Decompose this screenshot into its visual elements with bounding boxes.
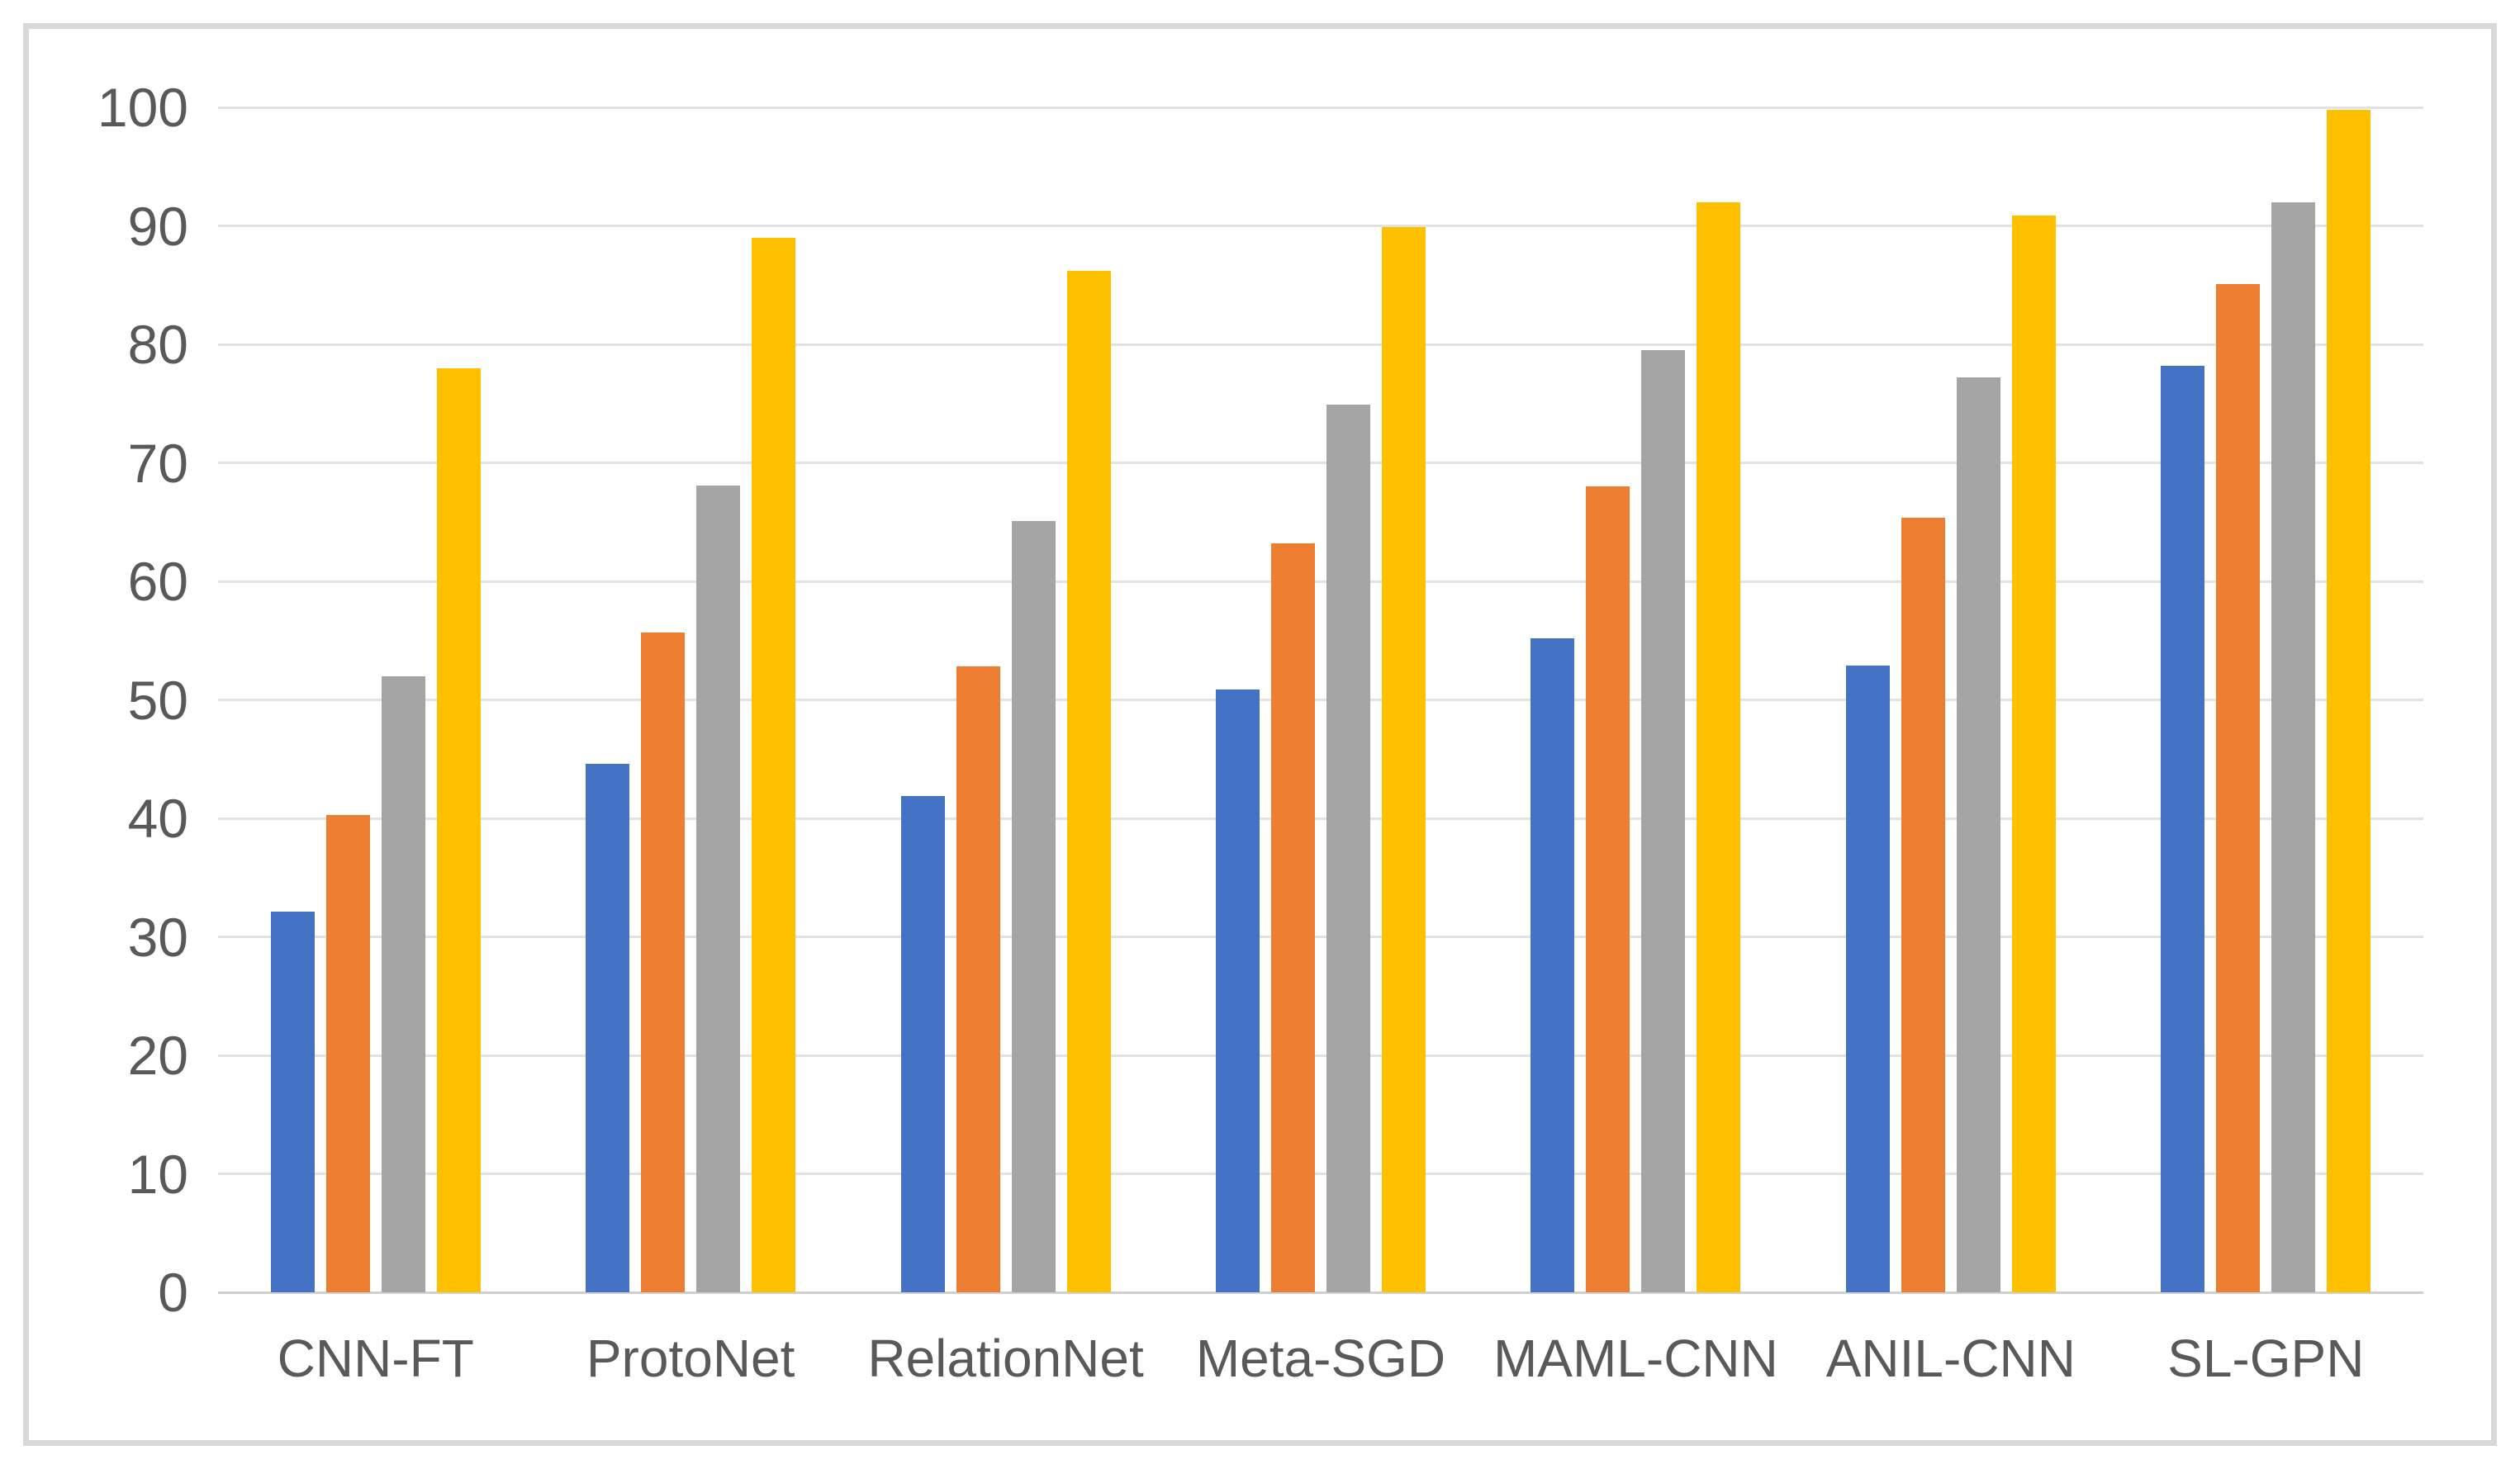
chart-frame [23,23,2497,1446]
gridline [218,343,2423,346]
y-axis-tick-label: 80 [127,314,188,375]
bar-yellow [752,237,796,1292]
plot-area [218,106,2423,1294]
gridline [218,1173,2423,1175]
bar-gray [2271,201,2316,1292]
bar-blue [270,912,315,1292]
y-axis-tick-label: 100 [97,77,188,138]
bar-orange [325,814,370,1292]
y-axis-tick-label: 20 [127,1025,188,1086]
gridline [218,225,2423,227]
bar-gray [1011,520,1056,1292]
y-axis-tick-label: 50 [127,669,188,731]
bar-yellow [1066,271,1111,1292]
bar-group [1845,107,2056,1292]
gridline [218,936,2423,938]
y-axis-tick-label: 60 [127,551,188,612]
x-axis-category-label: Meta-SGD [1195,1329,1446,1388]
bar-group [2161,107,2371,1292]
bar-orange [1271,543,1315,1292]
x-axis-category-label: CNN-FT [277,1329,474,1388]
bar-gray [1956,377,2000,1292]
bar-group [1216,107,1426,1292]
x-axis-category-label: RelationNet [867,1329,1144,1388]
gridline [218,1054,2423,1057]
bar-blue [1531,637,1575,1292]
bar-orange [1901,517,1945,1292]
gridline [218,462,2423,464]
bar-yellow [1697,201,1741,1292]
bar-yellow [1382,226,1426,1292]
bar-blue [1845,665,1890,1292]
bar-blue [900,795,945,1292]
gridline [218,817,2423,820]
bar-orange [1586,486,1630,1292]
gridline [218,580,2423,583]
y-axis-tick-label: 40 [127,788,188,849]
bar-group [1531,107,1741,1292]
bar-blue [1216,689,1260,1292]
x-axis-line [218,1291,2423,1294]
y-axis-tick-label: 0 [158,1262,188,1323]
bar-group [586,107,796,1292]
y-axis-tick-label: 30 [127,906,188,968]
bar-group [900,107,1111,1292]
y-axis-tick-label: 10 [127,1143,188,1205]
y-axis-tick-label: 70 [127,432,188,494]
gridline [218,106,2423,109]
bar-yellow [2327,109,2371,1292]
bar-group [270,107,481,1292]
bar-gray [696,485,741,1292]
gridline [218,699,2423,701]
bar-yellow [2011,215,2056,1292]
bar-gray [1326,405,1370,1292]
bar-orange [641,632,686,1292]
bar-blue [2161,365,2205,1292]
y-axis-tick-label: 90 [127,195,188,257]
bar-gray [1641,350,1686,1292]
bar-orange [2216,283,2261,1292]
bar-yellow [436,367,481,1292]
x-axis-category-label: ANIL-CNN [1825,1329,2076,1388]
x-axis-category-label: SL-GPN [2167,1329,2365,1388]
x-axis-category-label: ProtoNet [586,1329,795,1388]
bar-blue [586,764,630,1292]
bar-orange [956,666,1000,1292]
bar-gray [381,675,425,1292]
x-axis-category-label: MAML-CNN [1493,1329,1778,1388]
